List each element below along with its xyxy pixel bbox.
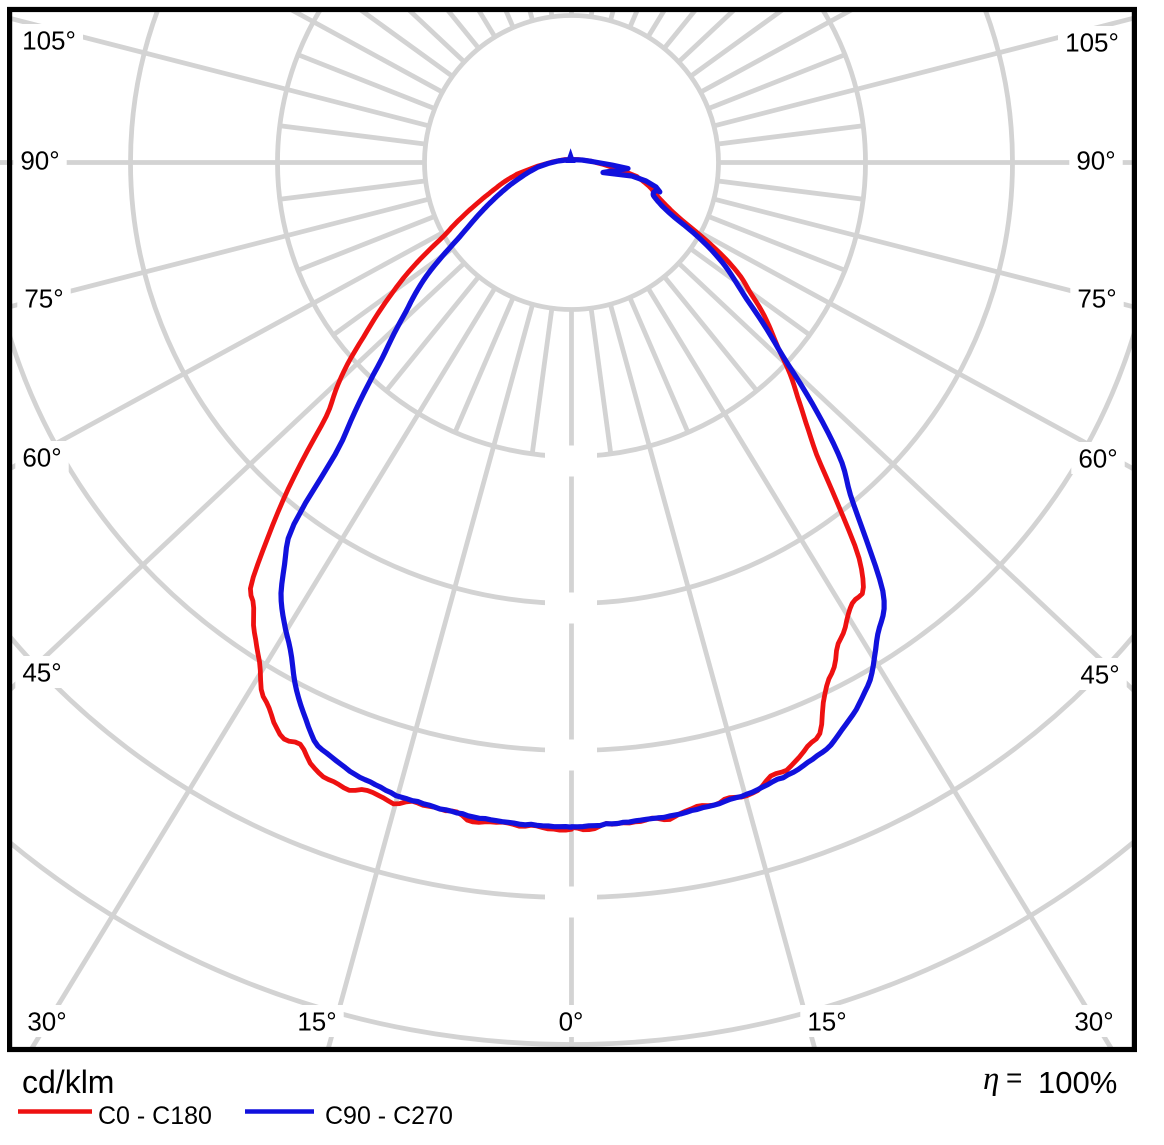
svg-text:15°: 15° <box>807 1006 846 1036</box>
svg-text:45°: 45° <box>22 657 61 687</box>
svg-text:75°: 75° <box>24 283 63 313</box>
svg-text:15°: 15° <box>297 1006 336 1036</box>
svg-text:45°: 45° <box>1080 659 1119 689</box>
svg-text:60°: 60° <box>22 442 61 472</box>
svg-text:η: η <box>983 1061 999 1097</box>
svg-text:C0 - C180: C0 - C180 <box>98 1102 212 1130</box>
svg-text:105°: 105° <box>22 25 76 55</box>
svg-text:105°: 105° <box>1065 27 1119 57</box>
svg-text:30°: 30° <box>27 1006 66 1036</box>
svg-text:60°: 60° <box>1078 443 1117 473</box>
svg-text:90°: 90° <box>1076 145 1115 175</box>
svg-text:0°: 0° <box>559 1006 584 1036</box>
svg-text:cd/klm: cd/klm <box>22 1064 114 1100</box>
svg-text:C90 - C270: C90 - C270 <box>325 1102 453 1130</box>
svg-text:90°: 90° <box>20 145 59 175</box>
svg-text:30°: 30° <box>1074 1006 1113 1036</box>
svg-text:100%: 100% <box>1038 1065 1117 1100</box>
svg-text:75°: 75° <box>1077 283 1116 313</box>
svg-text:=: = <box>1006 1062 1022 1093</box>
